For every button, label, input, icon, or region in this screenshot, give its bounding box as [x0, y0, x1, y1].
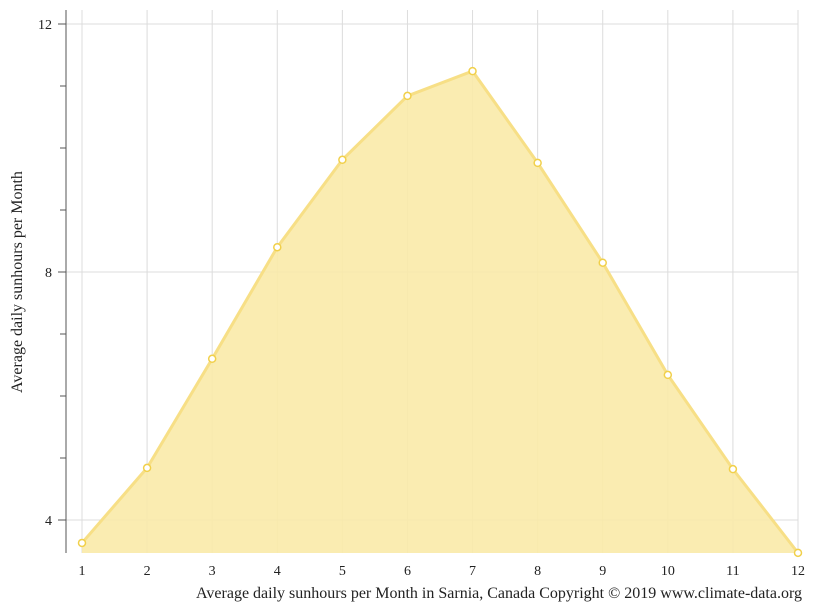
data-point	[598, 258, 607, 267]
data-point	[533, 158, 542, 168]
x-tick-label: 5	[339, 564, 346, 579]
area-fill	[82, 71, 798, 554]
x-tick-label: 1	[79, 564, 86, 579]
data-point	[793, 548, 803, 558]
x-tick-label: 3	[209, 564, 216, 579]
x-axis-label: Average daily sunhours per Month in Sarn…	[196, 585, 802, 602]
y-axis-label: Average daily sunhours per Month	[9, 171, 26, 393]
x-tick-label: 6	[404, 564, 411, 579]
x-tick-label: 4	[274, 564, 281, 579]
data-point	[728, 464, 738, 474]
x-tick-label: 7	[469, 564, 476, 579]
x-tick-label: 8	[534, 564, 541, 579]
data-point	[403, 91, 412, 101]
series-line	[80, 69, 800, 554]
data-point	[338, 155, 347, 165]
data-point	[77, 538, 87, 548]
x-tick-label: 10	[661, 564, 675, 579]
data-point	[207, 354, 217, 364]
data-point	[273, 242, 282, 252]
y-tick-label: 12	[38, 18, 52, 33]
x-tick-label: 11	[726, 564, 739, 579]
x-tick-label: 2	[144, 564, 151, 579]
y-tick-label: 4	[45, 514, 52, 529]
x-tick-label: 9	[599, 564, 606, 579]
data-point	[663, 370, 673, 380]
data-point	[468, 66, 477, 76]
y-tick-label: 8	[45, 266, 52, 281]
data-point	[142, 463, 152, 473]
x-tick-label: 12	[791, 564, 805, 579]
